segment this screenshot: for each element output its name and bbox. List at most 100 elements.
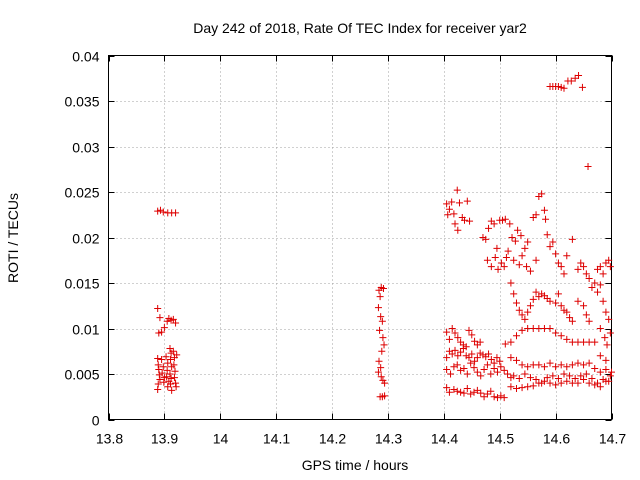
- data-point: [517, 232, 525, 240]
- y-tick-label: 0.005: [64, 367, 99, 383]
- data-point: [603, 341, 611, 349]
- data-point: [502, 254, 510, 262]
- data-point: [381, 392, 389, 400]
- data-point: [451, 346, 459, 354]
- data-point: [532, 375, 540, 383]
- data-point: [443, 365, 451, 373]
- data-point: [602, 377, 610, 385]
- data-point: [167, 375, 175, 383]
- data-point: [377, 313, 385, 321]
- data-point: [526, 374, 534, 382]
- data-point: [167, 355, 175, 363]
- data-point: [529, 295, 537, 303]
- data-point: [447, 370, 455, 378]
- data-point: [560, 270, 568, 278]
- data-point: [463, 370, 471, 378]
- y-tick-label: 0.02: [72, 231, 99, 247]
- data-point: [599, 270, 607, 278]
- data-point: [501, 215, 509, 223]
- data-point: [158, 355, 166, 363]
- data-point: [380, 341, 388, 349]
- data-point: [159, 208, 167, 216]
- data-point: [374, 304, 382, 312]
- data-point: [585, 359, 593, 367]
- data-point: [473, 368, 481, 376]
- data-point: [501, 340, 509, 348]
- data-point: [497, 259, 505, 267]
- y-axis-ticks: 0 0.005 0.01 0.015 0.02 0.025 0.03 0.035 0.04: [64, 49, 612, 429]
- data-point: [512, 356, 520, 364]
- data-point: [596, 263, 604, 271]
- data-point: [172, 383, 180, 391]
- data-point: [554, 290, 562, 298]
- data-point: [518, 252, 526, 260]
- data-point: [606, 372, 614, 380]
- data-point: [557, 379, 565, 387]
- data-point: [168, 386, 176, 394]
- data-point: [493, 244, 501, 252]
- data-point: [459, 345, 467, 353]
- data-point: [512, 332, 520, 340]
- x-tick-label: 14.7: [599, 431, 626, 447]
- data-point: [510, 290, 518, 298]
- data-point: [154, 355, 162, 363]
- data-point: [453, 387, 461, 395]
- data-point: [540, 377, 548, 385]
- data-point: [546, 243, 554, 251]
- data-point: [521, 244, 529, 252]
- data-point: [443, 384, 451, 392]
- y-tick-label: 0.01: [72, 322, 99, 338]
- data-point: [591, 365, 599, 373]
- data-point: [521, 370, 529, 378]
- data-point: [518, 384, 526, 392]
- data-point: [160, 378, 168, 386]
- data-point: [582, 270, 590, 278]
- chart-title: Day 242 of 2018, Rate Of TEC Index for r…: [193, 20, 527, 36]
- data-point: [515, 306, 523, 314]
- data-point: [506, 220, 514, 228]
- data-point: [487, 370, 495, 378]
- data-point: [563, 335, 571, 343]
- data-point: [524, 363, 532, 371]
- data-point: [457, 388, 465, 396]
- data-point: [546, 297, 554, 305]
- data-point: [376, 293, 384, 301]
- data-point: [596, 352, 604, 360]
- data-point: [512, 385, 520, 393]
- data-point: [493, 354, 501, 362]
- data-point: [602, 356, 610, 364]
- data-point: [483, 361, 491, 369]
- data-point: [470, 364, 478, 372]
- data-point: [543, 231, 551, 239]
- data-point: [443, 328, 451, 336]
- y-tick-label: 0.04: [72, 49, 99, 65]
- data-point: [471, 357, 479, 365]
- data-point: [518, 361, 526, 369]
- data-point: [461, 216, 469, 224]
- data-point: [606, 263, 614, 271]
- data-point: [454, 334, 462, 342]
- data-point: [566, 314, 574, 322]
- data-point: [549, 372, 557, 380]
- y-tick-label: 0.035: [64, 94, 99, 110]
- data-point: [580, 302, 588, 310]
- x-tick-label: 14: [213, 431, 229, 447]
- data-point: [490, 393, 498, 401]
- data-point: [535, 361, 543, 369]
- data-point: [480, 365, 488, 373]
- data-point: [468, 331, 476, 339]
- data-point: [490, 220, 498, 228]
- data-point: [460, 365, 468, 373]
- data-point: [490, 365, 498, 373]
- data-point: [466, 217, 474, 225]
- data-point: [599, 297, 607, 305]
- data-point: [540, 206, 548, 214]
- data-point: [591, 338, 599, 346]
- data-point: [602, 308, 610, 316]
- data-point: [453, 361, 461, 369]
- data-point: [172, 319, 180, 327]
- data-point: [507, 354, 515, 362]
- data-point: [608, 368, 615, 376]
- data-point: [540, 363, 548, 371]
- data-point: [164, 359, 172, 367]
